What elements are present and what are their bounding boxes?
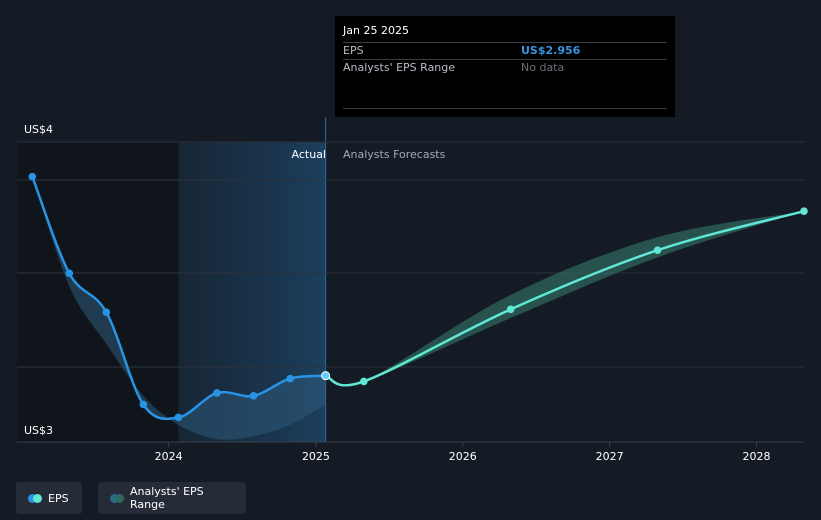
eps-line-forecast — [324, 209, 806, 387]
eps-point-actual — [213, 389, 221, 397]
eps-range-band-past — [32, 176, 326, 440]
y-tick-label: US$4 — [24, 123, 53, 136]
y-tick-label: US$3 — [24, 424, 53, 437]
tooltip-row-eps: EPS US$2.956 — [343, 42, 667, 59]
eps-point-actual — [102, 308, 111, 316]
tooltip-date: Jan 25 2025 — [343, 24, 409, 37]
eps-point-actual — [174, 413, 183, 422]
x-tick-label: 2028 — [743, 450, 771, 463]
eps-point-actual — [286, 374, 294, 383]
eps-point-forecast — [800, 207, 808, 216]
highlight-point — [321, 371, 331, 381]
past-region-shade — [17, 142, 179, 442]
eps-point-actual — [249, 392, 258, 400]
eps-point-actual — [65, 269, 74, 278]
eps-legend-icon — [28, 493, 42, 503]
legend-label-eps: EPS — [48, 491, 69, 505]
eps-point-forecast — [653, 246, 662, 254]
x-tick-label: 2025 — [302, 450, 330, 463]
eps-point-actual — [139, 400, 148, 409]
tooltip-divider — [343, 108, 667, 109]
eps-point-actual — [28, 172, 37, 181]
tooltip-range-label: Analysts' EPS Range — [343, 61, 456, 74]
legend-label-eps-range: Analysts' EPS Range — [130, 485, 204, 511]
tooltip-eps-label: EPS — [343, 44, 364, 57]
chart-legend: EPS Analysts' EPS Range — [16, 482, 246, 514]
hover-tooltip: Jan 25 2025 EPS US$2.956 Analysts' EPS R… — [335, 16, 675, 117]
eps-point-forecast — [360, 377, 368, 386]
x-tick-label: 2024 — [155, 450, 183, 463]
x-tick-label: 2027 — [596, 450, 624, 463]
tooltip-row-range: Analysts' EPS Range No data — [343, 59, 667, 76]
legend-item-eps-range[interactable]: Analysts' EPS Range — [98, 482, 246, 514]
x-tick-label: 2026 — [449, 450, 477, 463]
region-label-forecast: Analysts Forecasts — [343, 148, 446, 161]
eps-range-band-forecast — [325, 211, 804, 387]
eps-point-forecast — [506, 305, 515, 314]
legend-item-eps[interactable]: EPS — [16, 482, 82, 514]
tooltip-range-value: No data — [521, 61, 565, 74]
eps-line-actual — [31, 175, 327, 421]
tooltip-eps-value: US$2.956 — [521, 44, 581, 57]
eps-range-legend-icon — [110, 493, 124, 503]
region-label-actual: Actual — [292, 148, 326, 161]
